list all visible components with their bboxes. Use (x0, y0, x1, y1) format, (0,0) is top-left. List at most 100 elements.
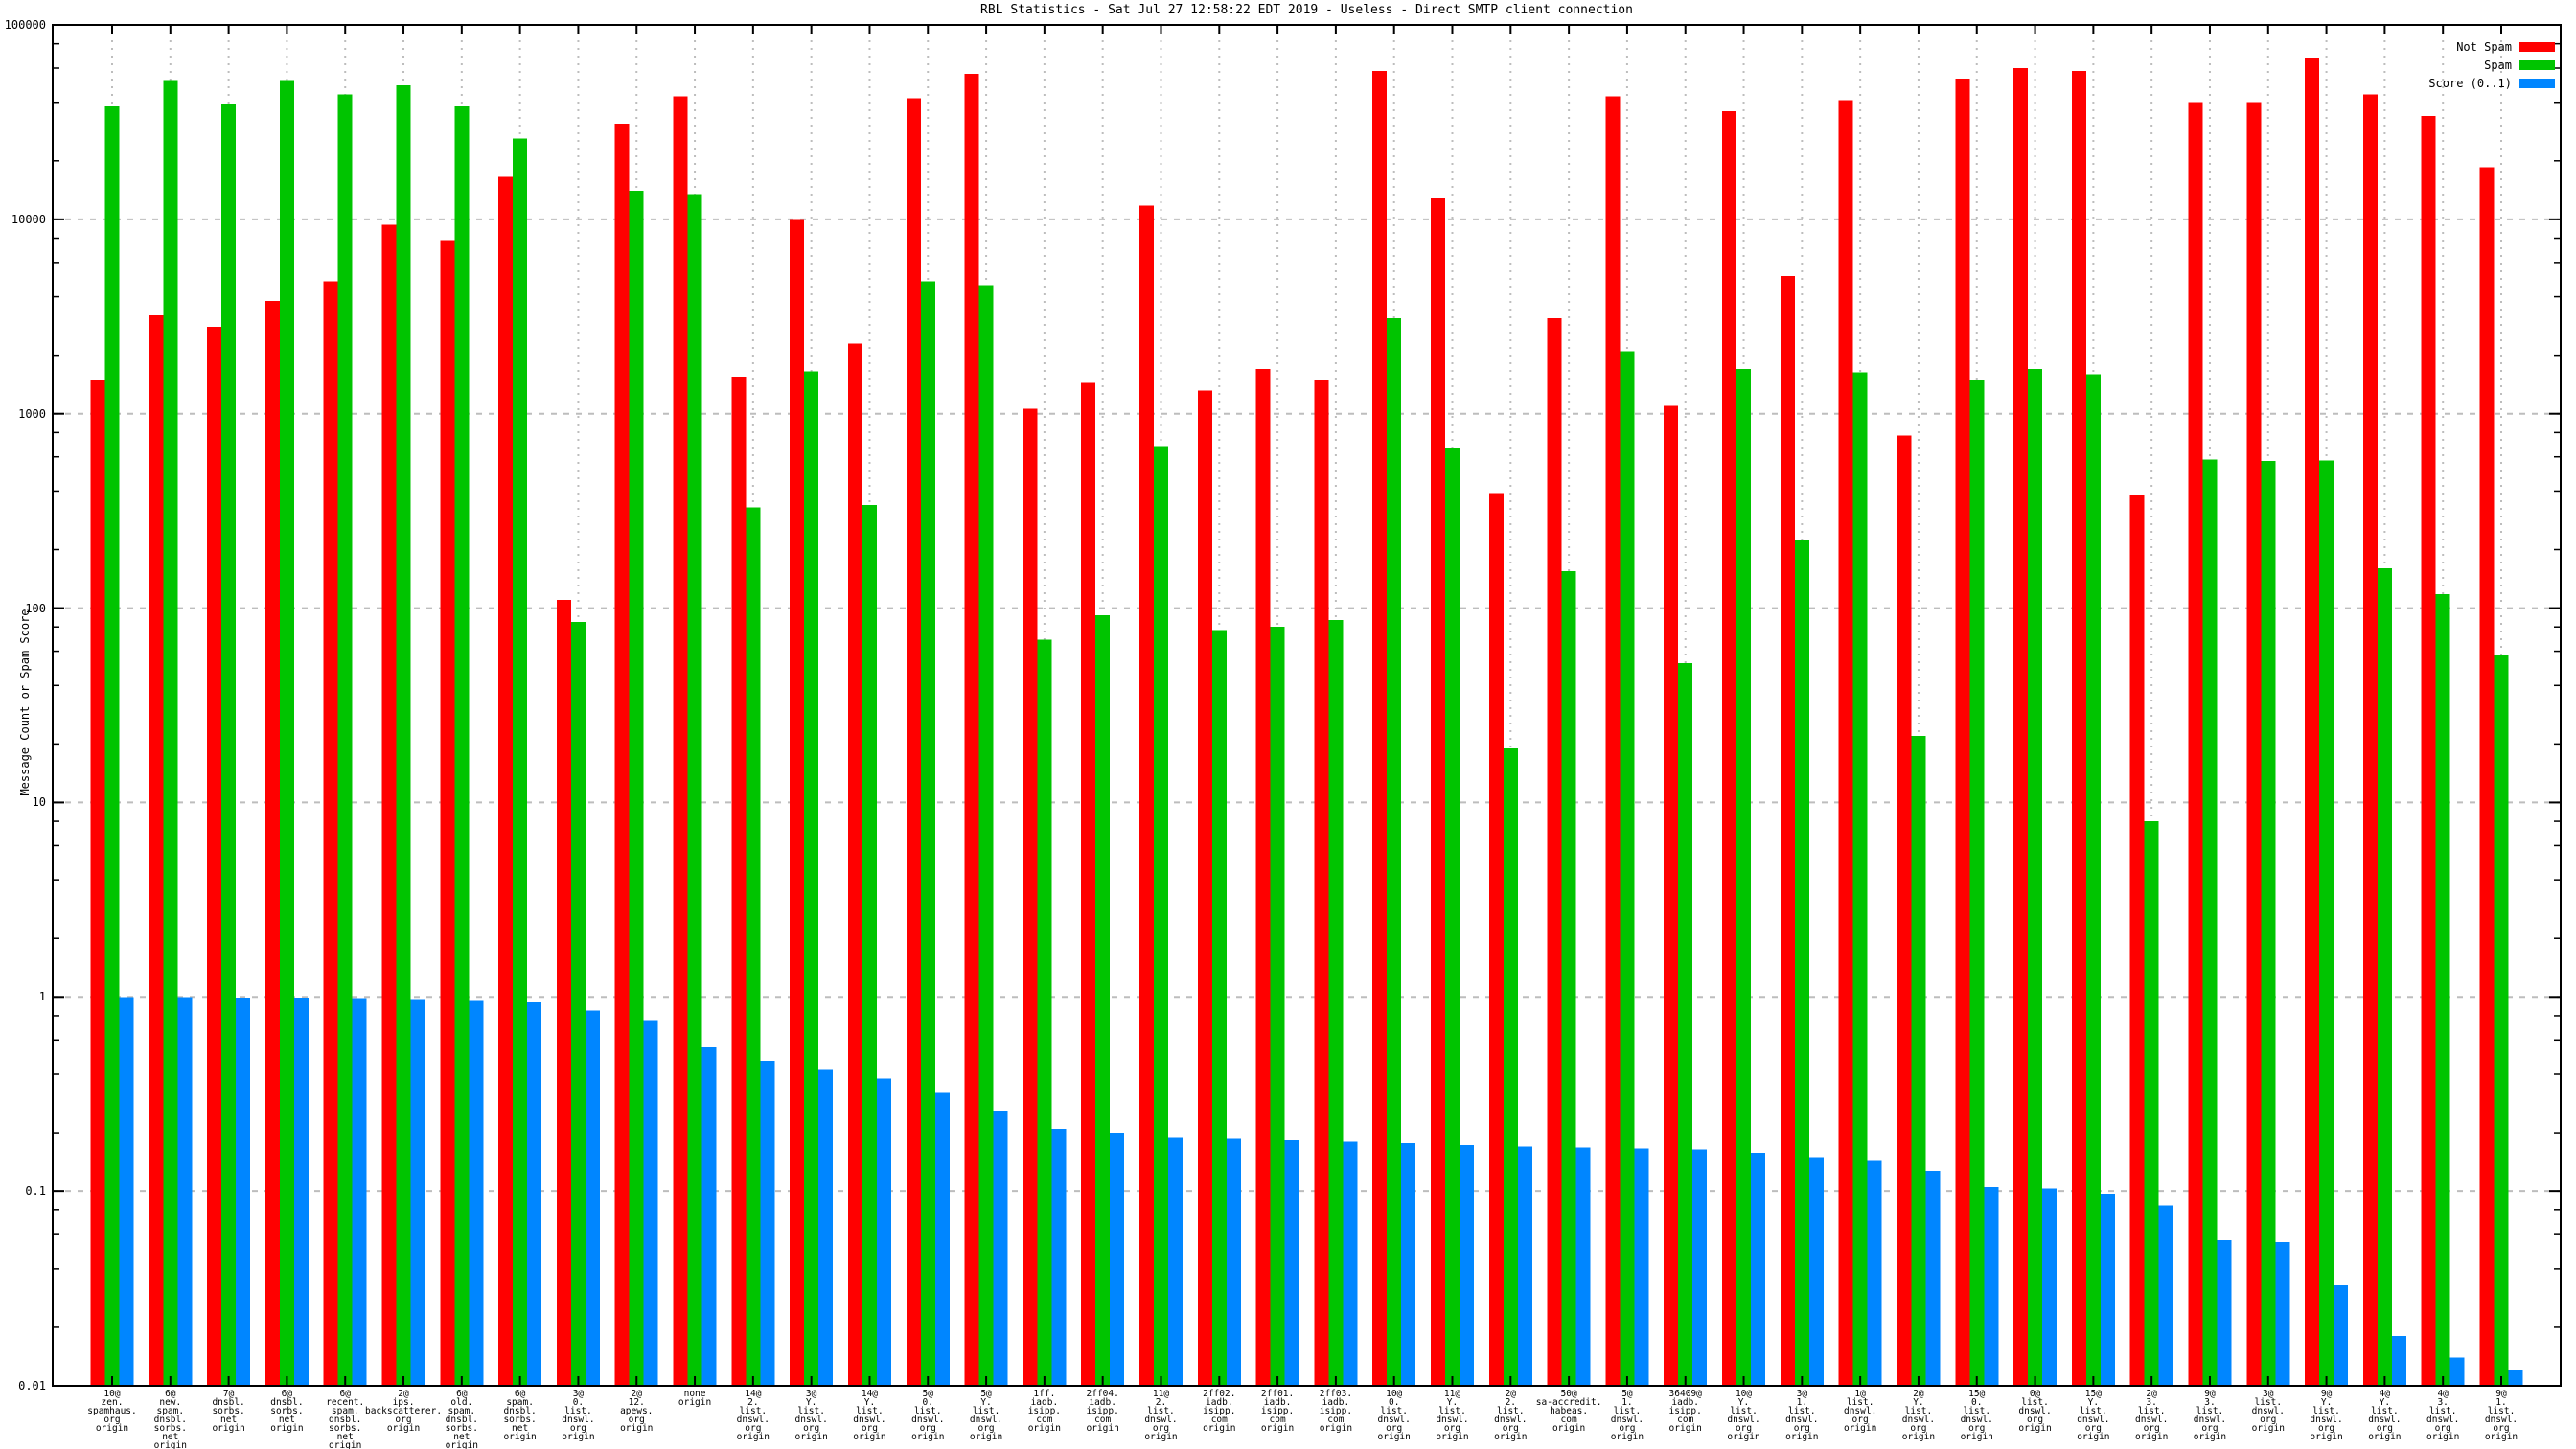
bar-not-spam (207, 327, 222, 1386)
score-swatch-icon (2519, 78, 2555, 88)
bar-spam (2494, 656, 2509, 1386)
y-tick-label: 10000 (11, 212, 46, 226)
bar-spam (1620, 351, 1635, 1386)
x-category-label: 3@ list. dnswl. org origin (2251, 1389, 2285, 1434)
bar-spam (2202, 459, 2218, 1387)
bar-score-0-1- (585, 1010, 600, 1386)
bar-score-0-1- (1401, 1142, 1416, 1386)
x-category-label: 2ff04. iadb. isipp. com origin (1086, 1389, 1119, 1434)
bar-spam (163, 80, 178, 1387)
bar-score-0-1- (2158, 1205, 2174, 1386)
bar-spam (978, 285, 994, 1386)
plot-border (52, 24, 2562, 1387)
bar-score-0-1- (1984, 1186, 1999, 1386)
bar-spam (2435, 593, 2450, 1386)
bar-score-0-1- (410, 999, 426, 1386)
bar-not-spam (264, 301, 280, 1386)
y-tick-label: 1 (38, 990, 46, 1004)
bar-spam (1211, 630, 1227, 1386)
bar-spam (2144, 821, 2159, 1386)
x-category-label: 2@ 2. list. dnswl. org origin (1494, 1389, 1528, 1442)
bar-score-0-1- (818, 1070, 834, 1386)
bar-spam (221, 104, 237, 1387)
bar-score-0-1- (1925, 1171, 1941, 1386)
bar-not-spam (2362, 94, 2378, 1387)
bar-spam (396, 84, 411, 1386)
y-tick-label: 0.1 (25, 1184, 46, 1199)
x-category-label: 3@ 1. list. dnswl. org origin (1785, 1389, 1819, 1442)
x-category-label: 2@ 3. list. dnswl. org origin (2134, 1389, 2169, 1442)
bar-not-spam (673, 96, 688, 1387)
bar-not-spam (2305, 57, 2320, 1386)
bar-score-0-1- (1808, 1157, 1824, 1386)
bar-not-spam (2129, 494, 2145, 1386)
x-category-label: 15@ 0. list. dnswl. org origin (1960, 1389, 1993, 1442)
x-category-label: 6@ spam. dnsbl. sorbs. net origin (503, 1389, 537, 1442)
bar-spam (2261, 461, 2276, 1386)
bar-not-spam (1897, 435, 1912, 1386)
bar-spam (1678, 663, 1693, 1386)
bar-not-spam (964, 74, 979, 1386)
bar-not-spam (556, 600, 571, 1386)
bar-spam (804, 371, 819, 1387)
bar-not-spam (1780, 276, 1795, 1387)
bar-spam (2028, 368, 2043, 1386)
x-category-label: 4@ Y. list. dnswl. org origin (2368, 1389, 2402, 1442)
x-category-label: 6@ new. spam. dnsbl. sorbs. net origin (153, 1389, 187, 1449)
bar-spam (2319, 460, 2334, 1386)
legend-row-not-spam: Not Spam (2428, 37, 2555, 56)
y-tick-label: 1000 (18, 406, 46, 421)
bar-not-spam (2071, 70, 2086, 1386)
bar-score-0-1- (2042, 1188, 2058, 1386)
chart-title: RBL Statistics - Sat Jul 27 12:58:22 EDT… (980, 3, 1633, 17)
x-category-label: 11@ 2. list. dnswl. org origin (1144, 1389, 1178, 1442)
y-tick-label: 100 (25, 601, 46, 615)
bar-spam (337, 94, 353, 1387)
bar-not-spam (1547, 318, 1562, 1386)
x-category-label: 10@ zen. spamhaus. org origin (87, 1389, 137, 1434)
bar-not-spam (790, 219, 805, 1387)
x-category-label: 9@ 3. list. dnswl. org origin (2193, 1389, 2227, 1442)
x-category-label: 6@ old. spam. dnsbl. sorbs. net origin (445, 1389, 478, 1449)
legend-label-spam: Spam (2484, 58, 2512, 72)
x-category-label: 2@ Y. list. dnswl. org origin (1901, 1389, 1936, 1442)
x-category-label: 6@ dnsbl. sorbs. net origin (270, 1389, 304, 1434)
bar-score-0-1- (177, 997, 193, 1386)
bar-not-spam (1955, 78, 1970, 1386)
bar-not-spam (498, 176, 514, 1386)
bar-spam (1969, 379, 1985, 1386)
bar-not-spam (614, 124, 630, 1386)
x-category-label: none origin (678, 1389, 712, 1408)
x-category-label: 0@ list. dnswl. org origin (2018, 1389, 2052, 1434)
x-category-label: 11@ Y. list. dnswl. org origin (1436, 1389, 1469, 1442)
bar-spam (454, 106, 470, 1386)
bar-not-spam (440, 240, 455, 1386)
y-tick-label: 0.01 (18, 1379, 46, 1392)
bar-not-spam (1081, 382, 1096, 1386)
bar-score-0-1- (2391, 1336, 2406, 1386)
x-category-label: 36409@ iadb. isipp. com origin (1668, 1389, 1702, 1434)
bar-not-spam (1138, 205, 1154, 1386)
bar-spam (920, 281, 935, 1386)
bar-score-0-1- (1576, 1147, 1591, 1386)
bar-not-spam (1255, 368, 1271, 1386)
bar-not-spam (1023, 408, 1038, 1386)
x-category-label: 5@ 0. list. dnswl. org origin (911, 1389, 945, 1442)
bar-score-0-1- (1634, 1148, 1649, 1386)
bar-not-spam (2421, 116, 2436, 1386)
legend-label-score: Score (0..1) (2428, 76, 2512, 90)
not-spam-swatch-icon (2519, 41, 2555, 52)
x-category-label: 5@ Y. list. dnswl. org origin (969, 1389, 1003, 1442)
legend-label-not-spam: Not Spam (2456, 39, 2512, 54)
bar-score-0-1- (1517, 1146, 1532, 1386)
x-category-label: 1@ list. dnswl. org origin (1843, 1389, 1877, 1434)
x-category-label: 4@ 3. list. dnswl. org origin (2426, 1389, 2460, 1442)
bar-not-spam (381, 224, 397, 1386)
x-category-label: 3@ 0. list. dnswl. org origin (562, 1389, 595, 1442)
bar-score-0-1- (702, 1046, 717, 1386)
bar-score-0-1- (2508, 1369, 2523, 1386)
x-category-label: 10@ 0. list. dnswl. org origin (1377, 1389, 1411, 1442)
x-category-label: 10@ Y. list. dnswl. org origin (1727, 1389, 1760, 1442)
bar-score-0-1- (1110, 1133, 1125, 1386)
bar-score-0-1- (1051, 1128, 1067, 1386)
